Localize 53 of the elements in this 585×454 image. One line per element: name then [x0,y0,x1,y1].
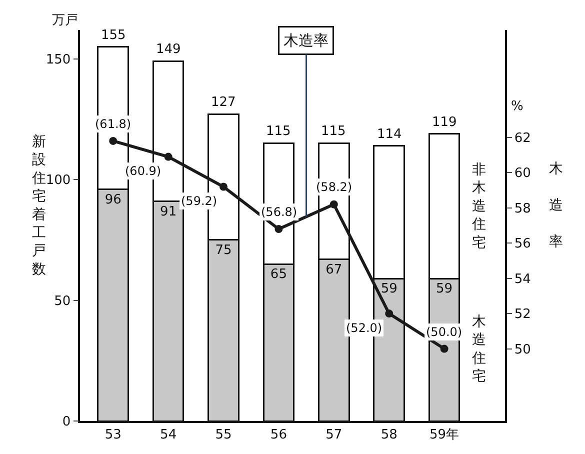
point [109,136,118,145]
text: 木造率 [284,32,328,50]
total-label: 115 [266,124,291,139]
point [274,225,283,234]
text: 万戸 [52,13,78,28]
data-label: 91 [160,204,177,220]
text: 木造率 [549,161,563,250]
data-label: (58.2) [316,180,352,194]
series-label: 非木造住宅 [471,162,486,251]
y-tick-label: 0 [62,414,71,430]
data-label: (60.9) [125,164,162,178]
point [385,310,394,318]
data-label: (56.8) [261,205,298,219]
y2-tick-label: 50 [514,342,531,358]
data-label: 67 [326,262,342,278]
total-label: 115 [321,124,346,139]
point [440,344,448,353]
data-label: 75 [215,242,232,258]
data-label: (61.8) [95,117,132,131]
total-label: 155 [101,28,126,43]
total-label: 114 [377,127,402,142]
data-label: 59 [380,282,398,297]
y2-tick-label: 58 [514,201,531,216]
y-axis-title: 新設住宅着工戸数 [31,134,46,278]
total-label: 127 [211,95,236,110]
series-label: 木造住宅 [471,314,486,385]
y2-tick-label: 56 [514,236,531,252]
point [220,182,228,191]
data-label: 65 [270,267,287,282]
x-tick-label: 55 [215,427,232,442]
point [164,152,172,161]
x-tick-label: 54 [160,427,177,442]
x-tick-label: 59年 [430,427,460,442]
data-label: (50.0) [426,325,462,339]
total-label: 119 [432,115,457,130]
data-label: 96 [104,192,122,208]
y2-tick-label: 60 [514,166,531,182]
y2-tick-label: 62 [514,130,531,146]
x-tick-label: 57 [326,427,342,442]
y-tick-label: 150 [46,52,71,68]
data-label: (52.0) [346,321,382,335]
data-label: 59 [436,282,453,297]
total-label: 149 [156,42,181,57]
data-label: (59.2) [181,194,218,208]
point [330,200,338,208]
x-tick-label: 56 [270,427,287,442]
x-tick-label: 58 [380,427,398,442]
y-tick-label: 50 [54,294,71,309]
x-tick-label: 53 [104,427,122,442]
y2-tick-label: 52 [514,307,531,322]
y2-tick-label: 54 [514,272,531,287]
text: % [511,99,524,114]
y-tick-label: 100 [46,173,71,188]
